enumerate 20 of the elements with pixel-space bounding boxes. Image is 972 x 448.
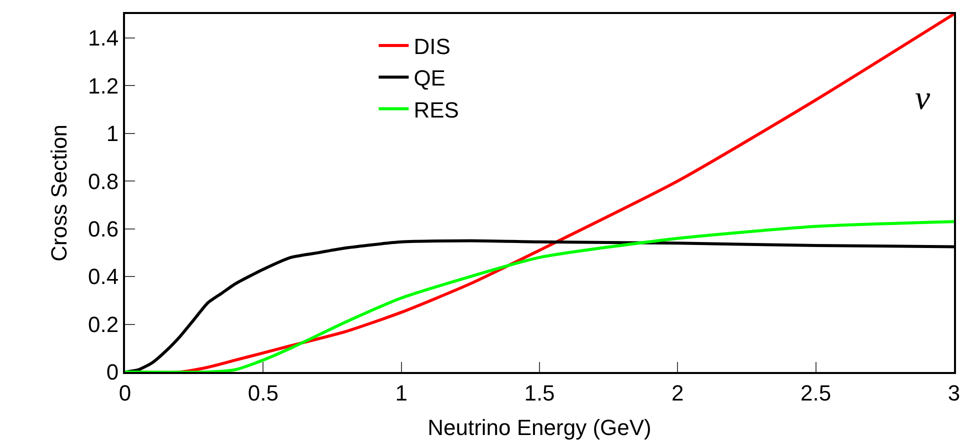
x-axis-title: Neutrino Energy (GeV) (428, 414, 652, 440)
y-tick-label: 0.2 (88, 312, 119, 337)
y-tick-label: 0.6 (88, 216, 119, 242)
y-tick-label: 0.4 (88, 264, 119, 290)
x-tick-label: 3 (948, 380, 960, 406)
y-tick-label: 0.8 (88, 168, 119, 194)
x-tick-label: 2.5 (800, 380, 832, 406)
y-tick-label: 1 (106, 121, 119, 146)
x-tick-label: 0.5 (248, 380, 278, 406)
x-tick-label: 1 (395, 380, 408, 406)
legend-label: DIS (414, 34, 450, 60)
y-axis-title: Cross Section (46, 124, 72, 262)
y-tick-label: 1.4 (88, 26, 119, 51)
y-tick-label: 1.2 (88, 73, 119, 98)
y-tick-label: 0 (106, 360, 119, 385)
x-tick-label: 1.5 (524, 380, 555, 406)
legend-label: RES (414, 97, 459, 122)
legend-label: QE (414, 66, 446, 91)
x-tick-label: 2 (672, 380, 684, 406)
annotation: ν (915, 80, 931, 117)
